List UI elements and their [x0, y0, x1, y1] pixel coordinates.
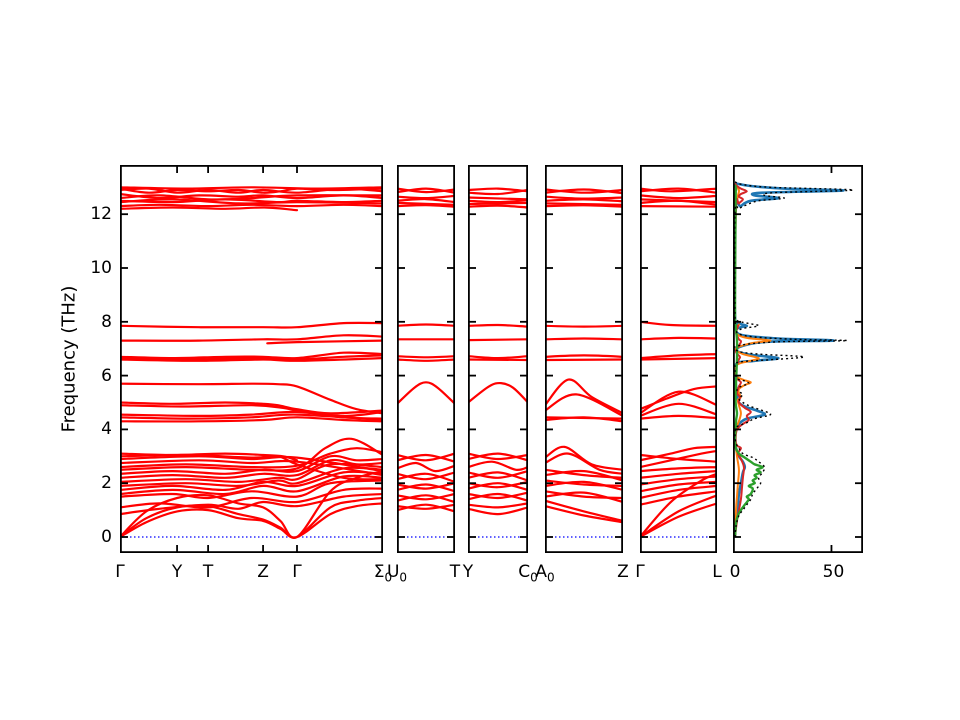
- band-panel-1: [120, 165, 383, 553]
- y-axis-label: Frequency (THz): [58, 285, 80, 433]
- dos-panel: [733, 165, 863, 553]
- dos-x-tick-label: 0: [729, 562, 741, 582]
- axis-ticks: [468, 213, 528, 538]
- k-point-label: A0: [535, 562, 555, 585]
- y-tick-label: 2: [101, 473, 112, 494]
- axis-ticks: [120, 165, 383, 553]
- phonon-bands: [397, 187, 455, 513]
- y-tick-label: 4: [101, 419, 112, 440]
- band-panel-4: [545, 165, 623, 553]
- phonon-bands: [640, 187, 717, 539]
- k-point-label: Z: [257, 562, 269, 582]
- axis-ticks: [545, 213, 623, 538]
- k-point-label: U0: [386, 562, 408, 585]
- dos-curves: [733, 181, 854, 538]
- k-point-label: Y: [462, 562, 474, 582]
- phonon-bands: [545, 188, 623, 524]
- axis-ticks: [733, 165, 863, 553]
- y-tick-label: 8: [101, 311, 112, 332]
- y-tick-label: 6: [101, 365, 112, 386]
- k-point-label: L: [712, 562, 722, 582]
- band-panel-5: [640, 165, 717, 553]
- pdos-red: [733, 182, 752, 538]
- total-dos: [733, 181, 854, 538]
- k-point-label: T: [202, 562, 214, 582]
- k-point-label: T: [449, 562, 461, 582]
- phonon-bands: [120, 186, 383, 539]
- axis-ticks: [640, 213, 717, 538]
- y-tick-label: 10: [90, 258, 112, 278]
- k-point-label: C0: [518, 562, 538, 585]
- k-point-label: Σ0: [373, 562, 393, 585]
- y-tick-label: 12: [90, 204, 112, 225]
- band-panel-3: [468, 165, 528, 553]
- k-point-label: Γ: [635, 562, 645, 582]
- axis-ticks: [397, 213, 455, 538]
- dos-x-tick-label: 50: [822, 562, 845, 582]
- phonon-bands: [468, 187, 528, 516]
- k-point-label: Y: [171, 562, 183, 582]
- pdos-green: [733, 184, 764, 538]
- k-point-label: Γ: [115, 562, 125, 582]
- band-panel-2: [397, 165, 455, 553]
- y-tick-label: 0: [101, 527, 112, 547]
- k-point-label: Z: [617, 562, 629, 582]
- k-point-label: Γ: [292, 562, 302, 582]
